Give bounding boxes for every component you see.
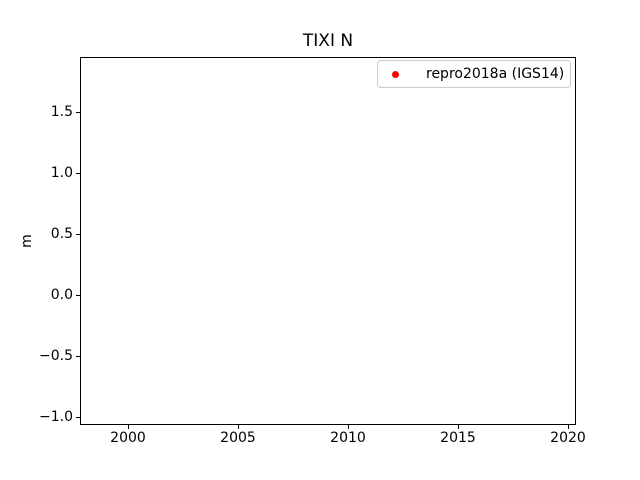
y-tick-mark xyxy=(76,112,80,113)
x-tick-label: 2020 xyxy=(550,430,586,446)
x-tick-mark xyxy=(128,425,129,429)
chart-title: TIXI N xyxy=(302,31,354,51)
y-tick-label: 1.5 xyxy=(50,104,73,120)
x-tick-mark xyxy=(458,425,459,429)
y-tick-label: −1.0 xyxy=(39,409,73,425)
red-dot-icon xyxy=(392,70,399,78)
y-tick-label: 0.5 xyxy=(50,226,73,242)
x-tick-label: 2000 xyxy=(110,430,146,446)
y-tick-label: 0.0 xyxy=(50,287,73,303)
x-tick-mark xyxy=(568,425,569,429)
plot-area xyxy=(80,57,576,425)
x-tick-label: 2015 xyxy=(440,430,476,446)
x-tick-mark xyxy=(238,425,239,429)
y-tick-mark xyxy=(76,417,80,418)
x-tick-label: 2005 xyxy=(220,430,256,446)
y-tick-mark xyxy=(76,295,80,296)
y-tick-mark xyxy=(76,356,80,357)
y-tick-label: 1.0 xyxy=(50,165,73,181)
x-tick-mark xyxy=(348,425,349,429)
x-tick-label: 2010 xyxy=(330,430,366,446)
y-tick-mark xyxy=(76,234,80,235)
y-tick-mark xyxy=(76,173,80,174)
y-tick-label: −0.5 xyxy=(39,348,73,364)
legend-label: repro2018a (IGS14) xyxy=(426,66,565,82)
legend: repro2018a (IGS14) xyxy=(377,60,571,88)
